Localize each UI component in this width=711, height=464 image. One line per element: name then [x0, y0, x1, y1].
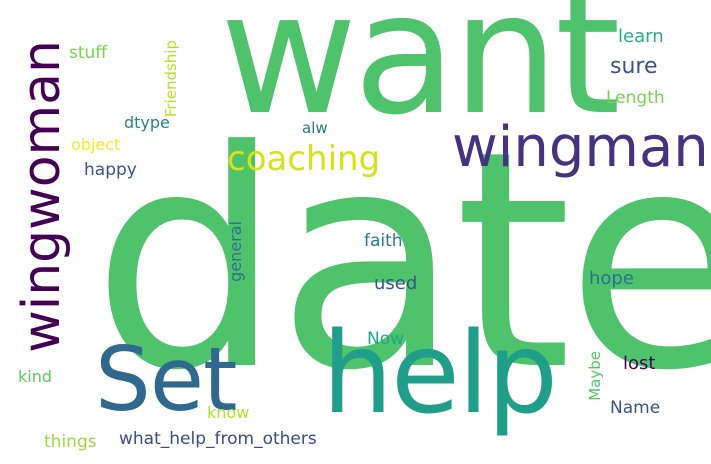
word-sure: sure [610, 54, 658, 79]
word-coaching: coaching [227, 139, 381, 179]
word-friendship: Friendship [162, 40, 180, 118]
word-maybe: Maybe [586, 351, 604, 401]
word-general: general [226, 221, 245, 282]
word-learn: learn [618, 26, 664, 47]
word-hope: hope [589, 268, 634, 289]
word-kind: kind [18, 367, 53, 386]
word-length: Length [606, 88, 665, 108]
word-set: Set [95, 328, 238, 431]
word-used: used [374, 273, 418, 294]
word-faith: faith [364, 231, 403, 251]
word-know: know [207, 403, 250, 422]
word-happy: happy [84, 160, 137, 180]
word-object: object [71, 135, 121, 154]
word-want: want [220, 0, 621, 152]
word-now: Now [367, 329, 405, 349]
word-wingman: wingman [452, 115, 709, 180]
word-name: Name [610, 398, 661, 418]
word-dtype: dtype [124, 113, 170, 132]
word-help: help [322, 309, 558, 439]
word-date: date [92, 87, 711, 436]
word-what-help-from-others: what_help_from_others [119, 429, 317, 449]
word-things: things [44, 432, 97, 452]
word-stuff: stuff [69, 43, 108, 63]
word-alw: alw [302, 119, 328, 137]
word-lost: lost [623, 353, 656, 374]
word-wingwoman: wingwoman [12, 40, 72, 353]
